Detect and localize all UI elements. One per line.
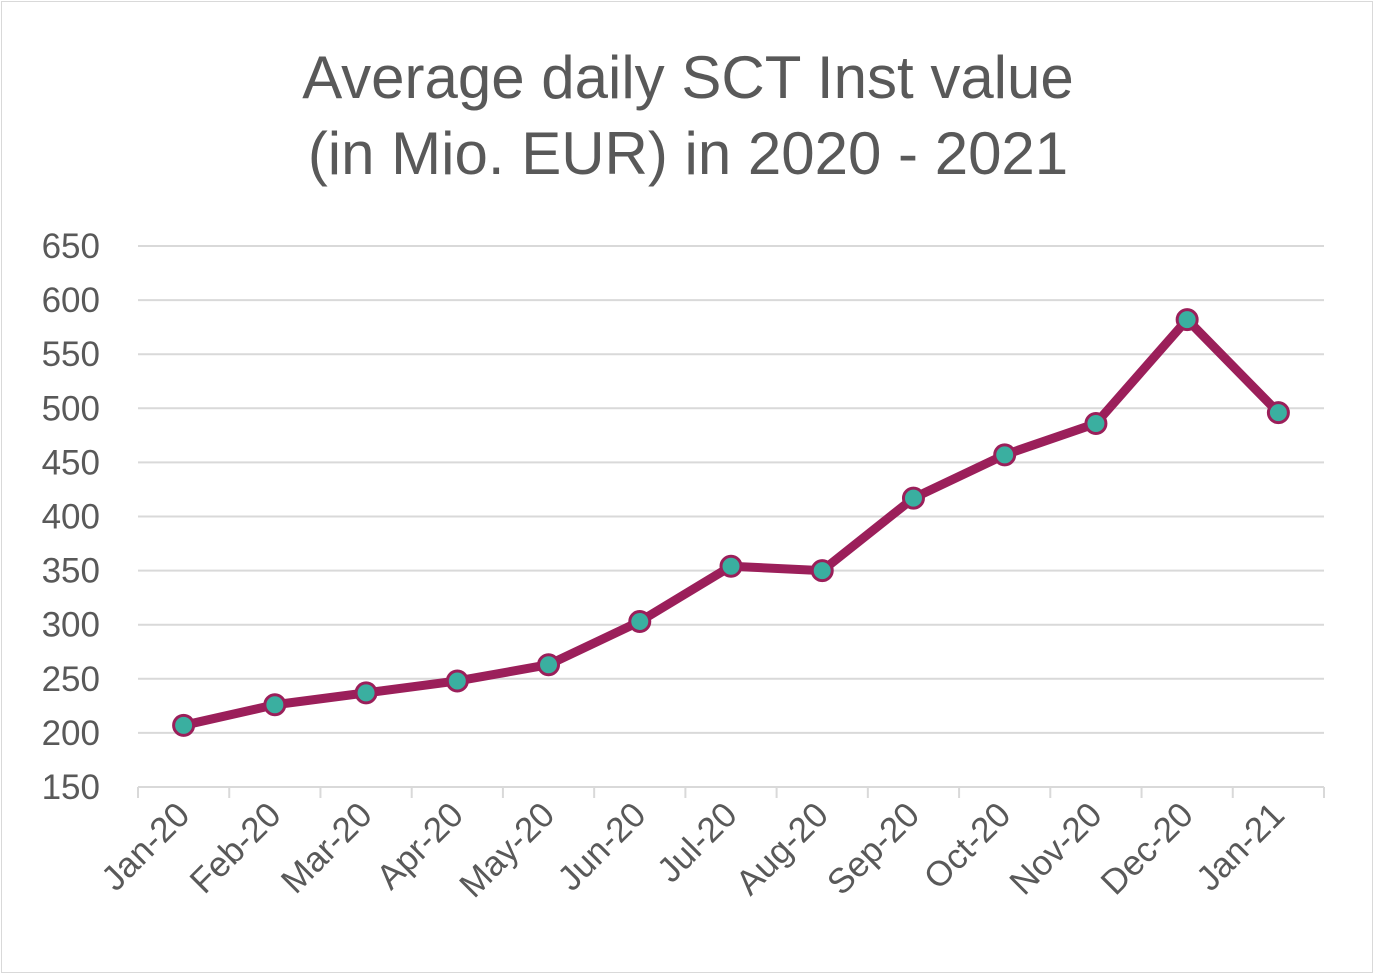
y-tick-label: 550	[42, 335, 100, 374]
x-tick-label: Feb-20	[183, 795, 289, 901]
data-point	[993, 443, 1017, 467]
data-point	[445, 669, 469, 693]
y-tick-label: 400	[42, 498, 100, 537]
x-tick-label: Dec-20	[1093, 795, 1200, 902]
data-point	[1084, 411, 1108, 435]
data-point	[901, 486, 925, 510]
x-tick-label: Jan-21	[1189, 795, 1292, 898]
y-tick-label: 250	[42, 660, 100, 699]
data-point	[354, 681, 378, 705]
data-point	[172, 713, 196, 737]
series-line	[182, 315, 1282, 730]
data-point	[719, 554, 743, 578]
chart-title-line-2: (in Mio. EUR) in 2020 - 2021	[307, 120, 1069, 187]
data-point	[628, 609, 652, 633]
data-point	[537, 653, 561, 677]
x-tick-label: Nov-20	[1002, 795, 1109, 902]
y-tick-label: 600	[42, 281, 100, 320]
y-tick-label: 450	[42, 443, 100, 482]
x-tick-label: Sep-20	[820, 795, 927, 902]
chart-title: Average daily SCT Inst value (in Mio. EU…	[0, 40, 1376, 192]
y-tick-label: 650	[42, 227, 100, 266]
data-point	[810, 559, 834, 583]
x-tick-label: Mar-20	[274, 795, 380, 901]
chart-title-line-1: Average daily SCT Inst value	[302, 44, 1074, 111]
y-tick-label: 200	[42, 714, 100, 753]
y-tick-label: 500	[42, 389, 100, 428]
x-tick-label: Aug-20	[728, 795, 835, 902]
y-tick-label: 150	[42, 768, 100, 807]
y-tick-label: 350	[42, 552, 100, 591]
x-tick-label: Oct-20	[916, 795, 1018, 897]
data-point	[1266, 401, 1290, 425]
x-tick-label: May-20	[452, 795, 562, 905]
data-point	[1175, 308, 1199, 332]
data-point	[263, 693, 287, 717]
y-tick-label: 300	[42, 606, 100, 645]
x-tick-label: Jun-20	[550, 795, 653, 898]
x-tick-label: Jan-20	[94, 795, 197, 898]
